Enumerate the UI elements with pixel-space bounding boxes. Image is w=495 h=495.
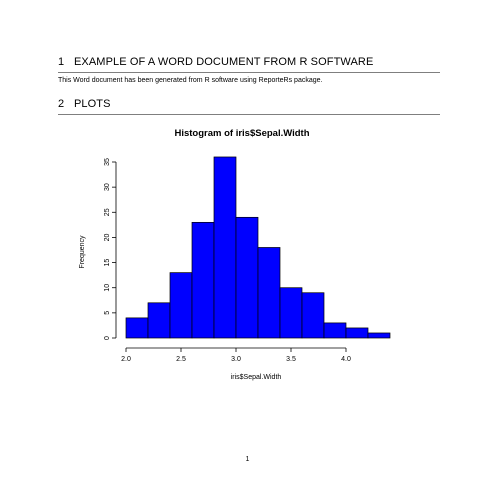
section-title: PLOTS <box>74 98 111 110</box>
x-axis-label: iris$Sepal.Width <box>231 374 282 381</box>
histogram-bar <box>345 327 369 339</box>
histogram-bar <box>323 322 347 339</box>
page-number: 1 <box>245 456 250 463</box>
heading-rule <box>58 72 440 73</box>
histogram-bar <box>257 247 281 339</box>
histogram-bar <box>301 292 325 339</box>
x-tick-label: 3.5 <box>286 356 296 363</box>
body-paragraph: This Word document has been generated fr… <box>58 77 323 84</box>
x-tick-label: 4.0 <box>341 356 351 363</box>
histogram-bar <box>235 216 259 339</box>
section-title: EXAMPLE OF A WORD DOCUMENT FROM R SOFTWA… <box>74 56 374 68</box>
y-tick-label: 5 <box>104 311 111 315</box>
section-number: 1 <box>58 56 65 68</box>
histogram-bar <box>147 302 171 339</box>
y-tick-label: 10 <box>104 284 111 292</box>
histogram-bar <box>125 317 149 339</box>
histogram-bar <box>169 272 193 339</box>
y-tick-label: 35 <box>104 158 111 166</box>
histogram-bar <box>279 287 303 339</box>
y-tick-label: 30 <box>104 183 111 191</box>
x-tick-label: 2.0 <box>121 356 131 363</box>
histogram-bar <box>367 332 391 339</box>
section-heading-2: 2 PLOTS <box>58 98 440 110</box>
histogram-bar <box>191 221 215 339</box>
y-tick-label: 0 <box>104 336 111 340</box>
y-axis-label: Frequency <box>79 235 86 269</box>
chart-title: Histogram of iris$Sepal.Width <box>174 128 309 139</box>
y-tick-label: 15 <box>104 259 111 267</box>
section-heading-1: 1 EXAMPLE OF A WORD DOCUMENT FROM R SOFTW… <box>58 56 440 68</box>
section-number: 2 <box>58 98 65 110</box>
heading-rule <box>58 114 440 115</box>
x-tick-label: 2.5 <box>176 356 186 363</box>
x-tick-label: 3.0 <box>231 356 241 363</box>
y-tick-label: 25 <box>104 208 111 216</box>
histogram-chart: Histogram of iris$Sepal.Width 2.0 2.5 3.0 3.… <box>79 128 391 381</box>
histogram-bar <box>213 156 237 339</box>
y-tick-label: 20 <box>104 233 111 241</box>
